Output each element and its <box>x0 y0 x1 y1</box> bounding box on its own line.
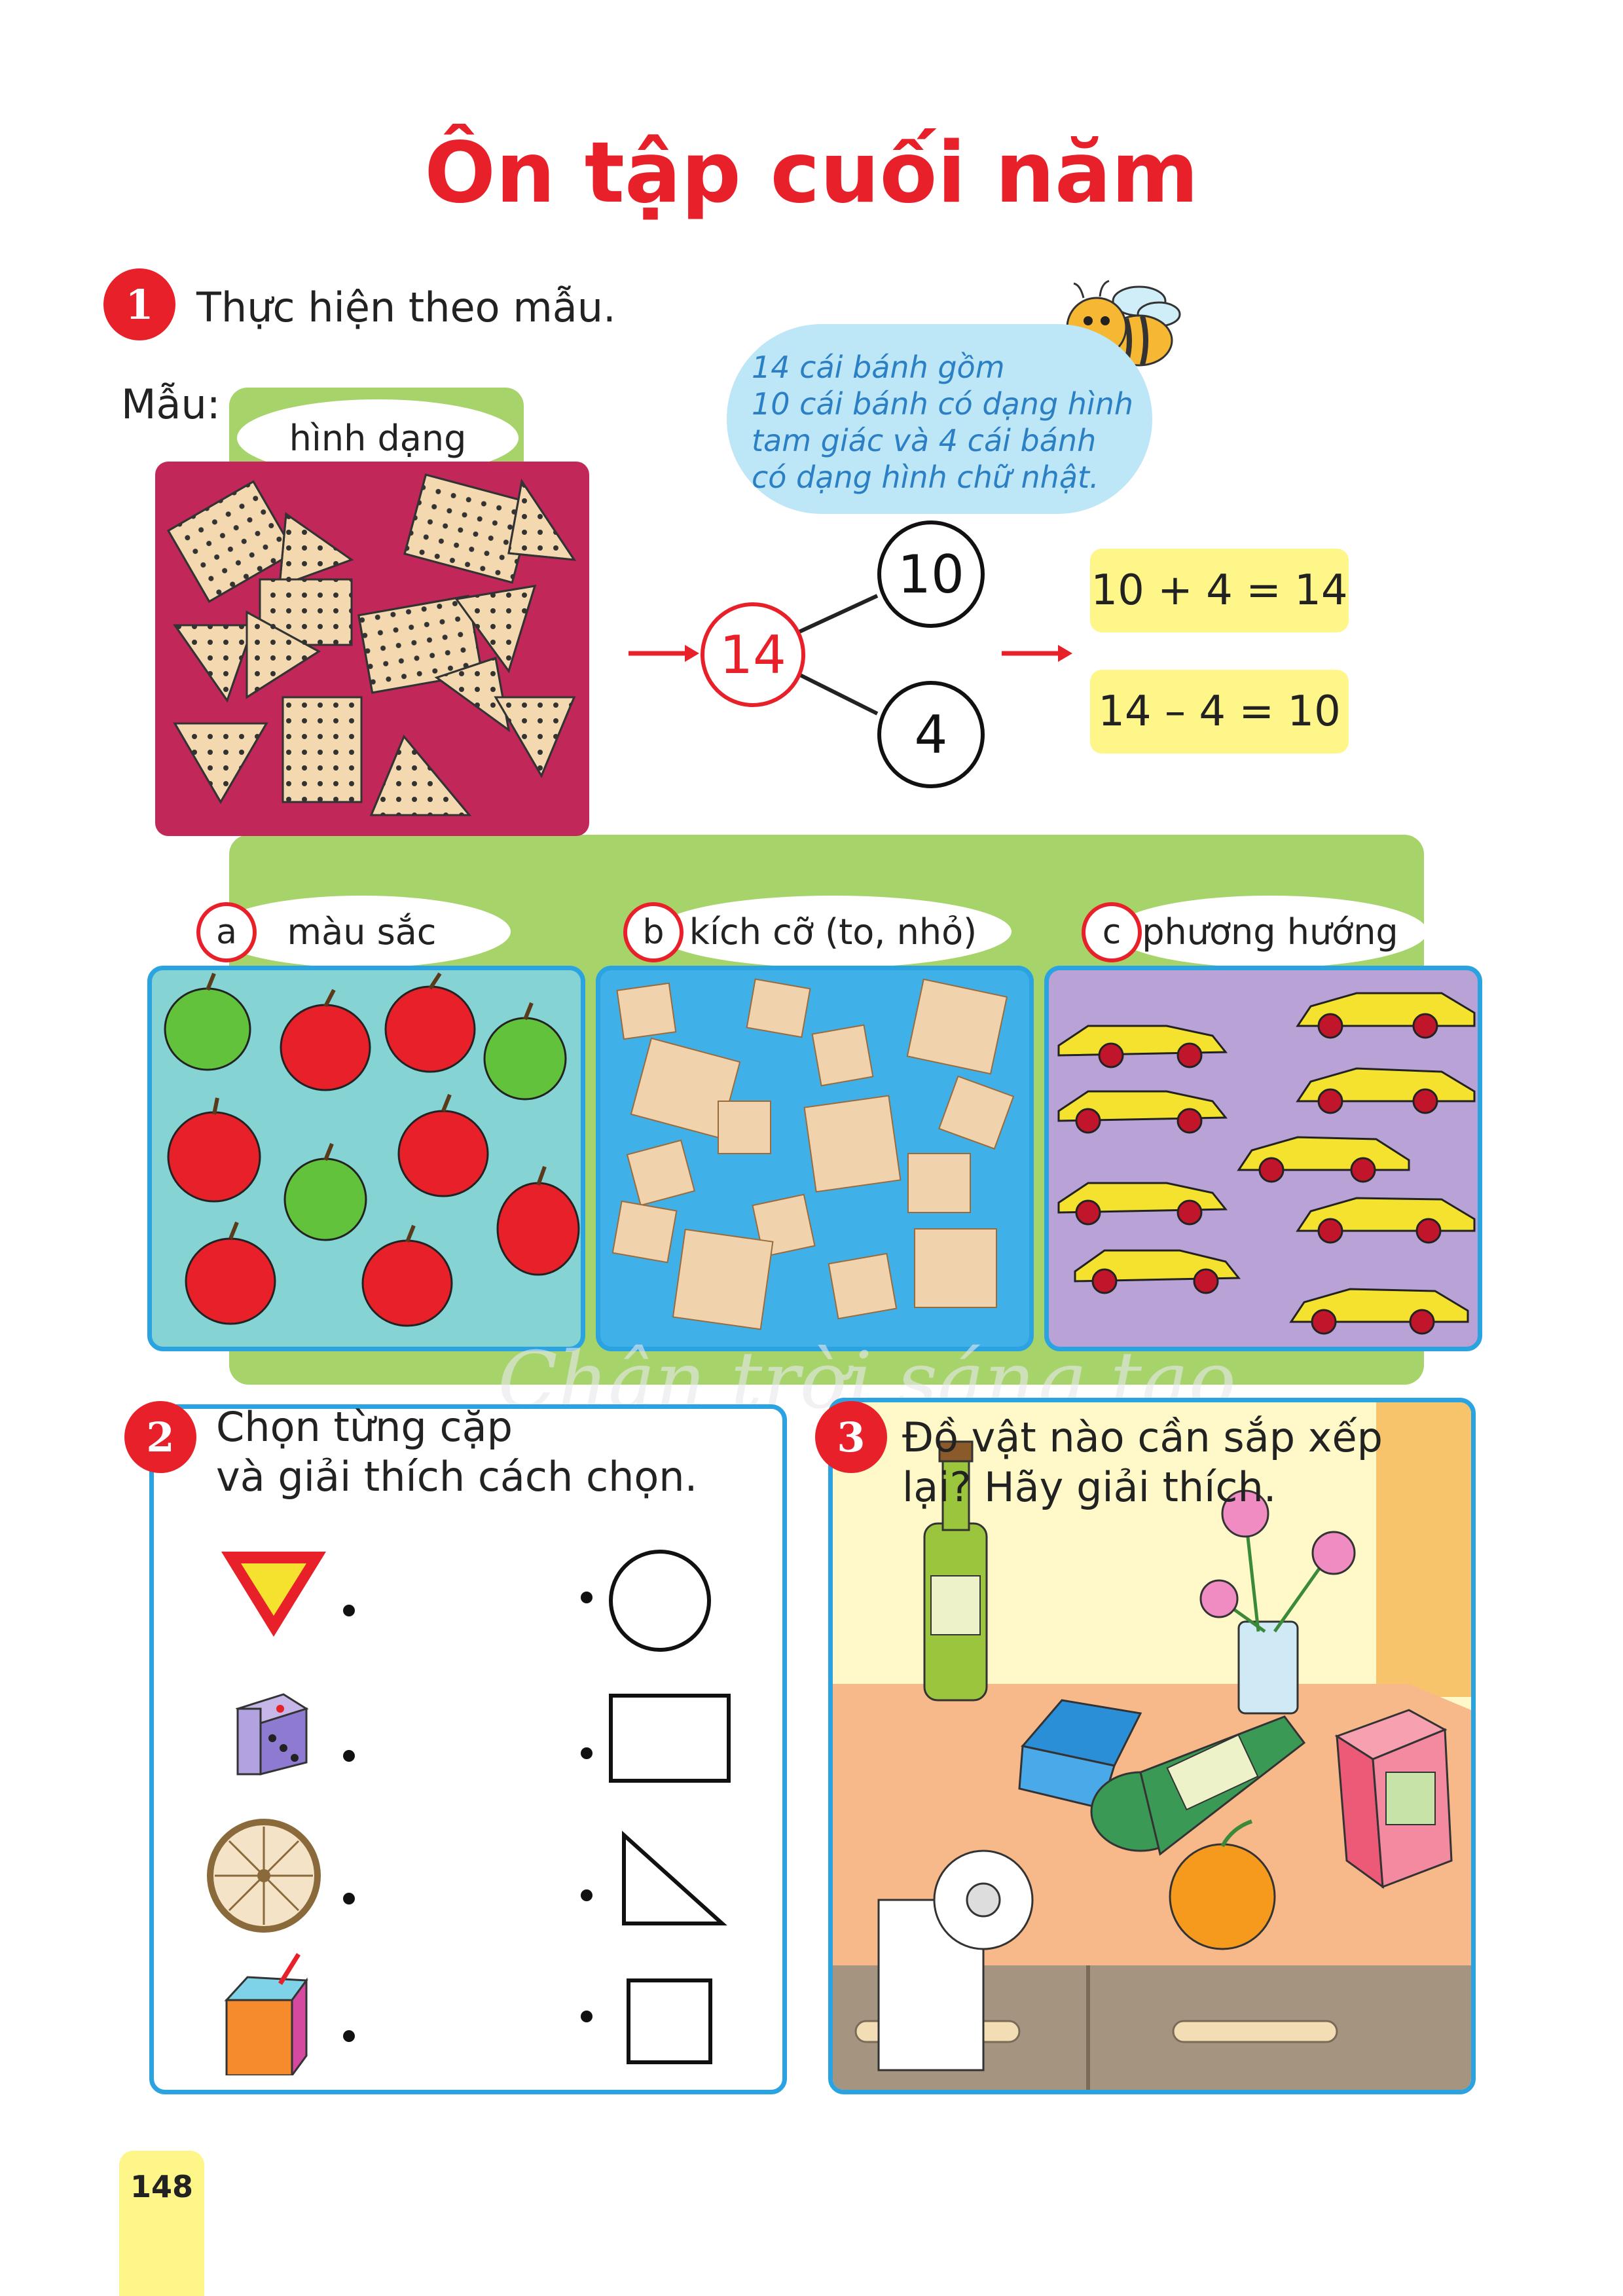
dice-icon <box>235 1693 309 1776</box>
bubble-line-3: tam giác và 4 cái bánh <box>752 423 1097 458</box>
exercise-2-line-1: Chọn từng cặp <box>216 1403 513 1451</box>
cars-direction-illustration <box>1057 992 1476 1335</box>
sample-label: Mẫu: <box>121 380 221 428</box>
part-two-node: 4 <box>877 681 985 788</box>
whole-number-node: 14 <box>701 602 805 707</box>
exercise-3-line-2: lại? Hãy giải thích. <box>902 1463 1277 1511</box>
triangle-shape <box>622 1831 727 1925</box>
page-number-tab: 148 <box>119 2151 204 2296</box>
apples-panel <box>147 966 585 1351</box>
rectangle-shape <box>609 1694 731 1783</box>
part-c-letter: c <box>1082 902 1142 962</box>
bubble-line-4: có dạng hình chữ nhật. <box>752 460 1099 495</box>
triangle-sign-icon <box>221 1552 326 1637</box>
part-a-letter: a <box>196 902 257 962</box>
exercise-3-instruction: Đồ vật nào cần sắp xếp lại? Hãy giải thí… <box>902 1413 1383 1512</box>
part-one-node: 10 <box>877 520 985 628</box>
crackers-size-panel <box>596 966 1034 1351</box>
exercise-1-badge: 1 <box>103 268 175 340</box>
crackers-size-illustration <box>611 978 1015 1330</box>
exercise-2-badge: 2 <box>124 1401 196 1473</box>
bubble-line-1: 14 cái bánh gồm <box>752 350 1005 385</box>
part-b-label: kích cỡ (to, nhỏ) <box>655 896 1012 968</box>
part-c-label: phương hướng <box>1113 896 1427 968</box>
sample-cracker-panel <box>155 462 589 836</box>
part-a-label: màu sắc <box>213 896 511 968</box>
bubble-line-2: 10 cái bánh có dạng hình <box>752 386 1134 422</box>
exercise-1-instruction: Thực hiện theo mẫu. <box>196 283 616 331</box>
equation-subtraction: 14 – 4 = 10 <box>1090 670 1349 754</box>
equation-addition: 10 + 4 = 14 <box>1090 549 1349 632</box>
exercise-2-instruction: Chọn từng cặp và giải thích cách chọn. <box>216 1402 697 1502</box>
exercise-3-badge: 3 <box>815 1401 887 1473</box>
exercise-3-line-1: Đồ vật nào cần sắp xếp <box>902 1413 1383 1461</box>
part-b-letter: b <box>623 902 684 962</box>
messy-table-illustration <box>833 1402 1471 2090</box>
page-number: 148 <box>130 2169 194 2204</box>
cars-direction-panel <box>1044 966 1482 1351</box>
apples-illustration <box>164 972 580 1327</box>
circle-shape <box>609 1550 711 1652</box>
crackers-shapes-illustration <box>166 473 577 816</box>
square-shape <box>627 1978 712 2064</box>
thought-bubble: 14 cái bánh gồm 10 cái bánh có dạng hình… <box>727 324 1152 514</box>
juice-box-icon <box>224 1953 308 2075</box>
bee-icon <box>1066 280 1181 367</box>
exercise-3-panel <box>828 1398 1476 2094</box>
exercise-2-line-2: và giải thích cách chọn. <box>216 1453 698 1501</box>
wheel-icon <box>207 1819 321 1933</box>
number-bond-connectors <box>629 594 1072 716</box>
page-title: Ôn tập cuối năm <box>424 124 1199 222</box>
matching-pairs <box>207 1550 731 2075</box>
